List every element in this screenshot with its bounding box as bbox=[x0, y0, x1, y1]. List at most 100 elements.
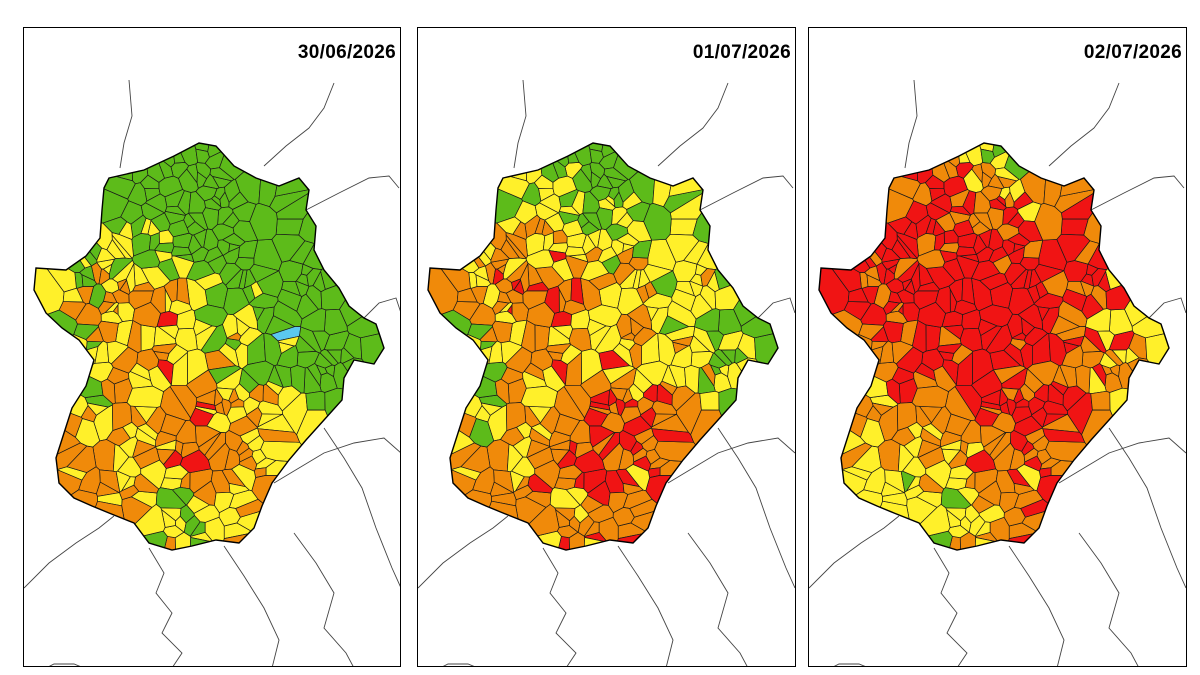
neighbour-border-line bbox=[24, 515, 115, 589]
municipality-area bbox=[428, 394, 477, 438]
municipality-area bbox=[553, 386, 585, 421]
municipality-area bbox=[667, 300, 697, 327]
municipality-area bbox=[160, 413, 187, 437]
municipality-area bbox=[694, 308, 721, 332]
municipality-area bbox=[138, 143, 176, 168]
municipality-area bbox=[249, 263, 280, 283]
municipality-area bbox=[34, 394, 83, 438]
municipality-area bbox=[72, 500, 127, 550]
municipality-area bbox=[241, 360, 275, 386]
municipality-area bbox=[978, 304, 1013, 327]
municipality-area bbox=[249, 384, 264, 403]
municipalities-group bbox=[34, 143, 384, 550]
region-outline bbox=[818, 142, 1170, 551]
municipality-area bbox=[202, 207, 219, 230]
municipality-area bbox=[448, 208, 497, 261]
municipality-area bbox=[568, 531, 586, 550]
municipality-area bbox=[602, 442, 624, 472]
municipality-area bbox=[126, 262, 136, 294]
municipality-area bbox=[827, 202, 883, 267]
municipality-area bbox=[159, 386, 191, 421]
neighbour-border-line bbox=[1148, 297, 1186, 319]
municipality-area bbox=[682, 240, 709, 265]
neighbour-border-line bbox=[305, 175, 400, 211]
neighbour-border-line bbox=[687, 532, 748, 666]
municipality-area bbox=[46, 207, 92, 269]
neighbour-border-line bbox=[263, 82, 335, 167]
neighbour-border-line bbox=[1008, 545, 1065, 666]
municipality-area bbox=[288, 240, 315, 265]
municipality-area bbox=[992, 143, 1031, 158]
municipality-area bbox=[973, 234, 987, 255]
municipality-area bbox=[554, 413, 581, 437]
municipality-area bbox=[1085, 308, 1112, 332]
municipality-area bbox=[34, 143, 134, 182]
municipality-area bbox=[565, 351, 582, 386]
municipality-area bbox=[34, 375, 89, 418]
municipality-area bbox=[558, 205, 581, 216]
municipality-area bbox=[1034, 263, 1065, 283]
municipality-area bbox=[858, 323, 884, 341]
region-outline bbox=[427, 142, 779, 551]
municipality-area bbox=[186, 369, 218, 399]
municipality-area bbox=[643, 263, 674, 283]
municipality-area bbox=[164, 205, 187, 216]
municipality-area bbox=[209, 167, 235, 182]
municipality-area bbox=[883, 268, 895, 285]
municipality-area bbox=[231, 464, 256, 492]
municipality-area bbox=[831, 207, 877, 269]
municipality-area bbox=[629, 498, 665, 518]
municipality-area bbox=[819, 143, 919, 182]
municipality-area bbox=[603, 167, 629, 182]
municipality-area bbox=[472, 466, 495, 495]
municipality-area bbox=[218, 342, 240, 368]
municipality-area bbox=[670, 345, 693, 369]
region-map-2 bbox=[418, 79, 795, 666]
neighbour-border-line bbox=[48, 663, 81, 666]
neighbour-border-line bbox=[542, 547, 577, 666]
municipality-area bbox=[1020, 498, 1056, 518]
neighbour-border-line bbox=[363, 297, 400, 319]
municipalities-group bbox=[428, 143, 778, 550]
municipality-area bbox=[617, 287, 644, 315]
municipality-area bbox=[511, 278, 521, 291]
municipality-area bbox=[100, 278, 120, 294]
municipalities-group bbox=[819, 143, 1169, 550]
municipality-area bbox=[504, 346, 533, 374]
municipality-area bbox=[993, 442, 1015, 472]
municipality-area bbox=[102, 216, 128, 235]
municipality-area bbox=[118, 436, 138, 458]
municipality-area bbox=[1021, 440, 1035, 456]
municipality-area bbox=[208, 442, 230, 472]
municipality-area bbox=[1048, 332, 1067, 366]
neighbour-border-line bbox=[293, 532, 354, 666]
municipality-area bbox=[186, 260, 216, 281]
map-date-label-2: 01/07/2026 bbox=[692, 42, 791, 63]
municipality-area bbox=[994, 167, 1020, 182]
municipality-area bbox=[1126, 357, 1169, 405]
municipality-area bbox=[1003, 342, 1025, 368]
municipality-area bbox=[960, 419, 982, 444]
municipality-area bbox=[440, 207, 486, 269]
neighbour-border-line bbox=[717, 427, 795, 589]
municipality-area bbox=[193, 304, 228, 327]
neighbour-border-line bbox=[657, 82, 729, 167]
municipality-area bbox=[971, 260, 1001, 281]
municipality-area bbox=[175, 419, 197, 444]
neighbour-border-line bbox=[833, 663, 866, 666]
municipality-area bbox=[174, 531, 192, 550]
municipality-area bbox=[1016, 464, 1041, 492]
municipality-area bbox=[563, 299, 587, 315]
neighbour-border-line bbox=[223, 545, 280, 666]
municipality-area bbox=[112, 402, 133, 431]
municipality-area bbox=[78, 466, 101, 495]
municipality-area bbox=[520, 385, 558, 408]
municipality-area bbox=[169, 299, 193, 315]
municipality-area bbox=[73, 323, 99, 341]
municipality-area bbox=[81, 274, 98, 287]
municipality-area bbox=[305, 390, 326, 411]
neighbour-border-line bbox=[667, 437, 795, 484]
municipality-area bbox=[456, 287, 478, 303]
municipality-area bbox=[34, 309, 78, 392]
municipality-area bbox=[601, 143, 640, 158]
